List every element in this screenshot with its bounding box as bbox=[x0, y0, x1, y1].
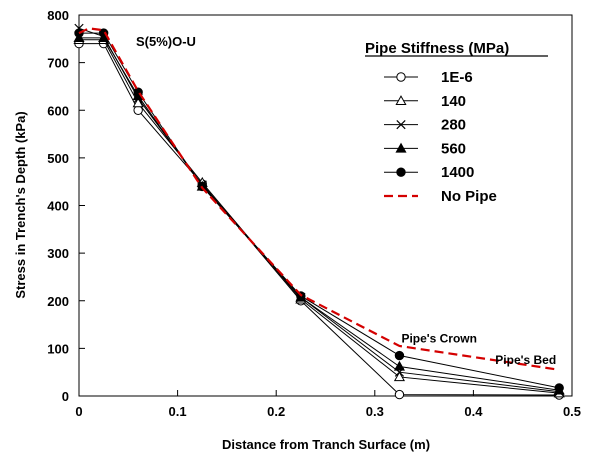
marker-stroke bbox=[396, 119, 406, 130]
annotation-label: Pipe's Crown bbox=[401, 331, 477, 345]
data-point bbox=[132, 97, 144, 108]
legend-label: 1E-6 bbox=[441, 69, 473, 86]
plot-area bbox=[78, 14, 573, 397]
data-point bbox=[394, 389, 405, 400]
series-layer bbox=[73, 23, 565, 400]
x-tick-label: 0 bbox=[75, 404, 82, 419]
plot-frame bbox=[78, 14, 573, 397]
annotation-label: Pipe's Bed bbox=[495, 353, 556, 367]
legend-swatch-marker bbox=[396, 72, 406, 82]
x-tick-label: 0.5 bbox=[563, 404, 581, 419]
legend-swatch-marker bbox=[396, 167, 406, 177]
series-line bbox=[78, 27, 560, 371]
x-tick-label: 0.3 bbox=[366, 404, 384, 419]
chart-note: S(5%)O-U bbox=[136, 34, 196, 49]
legend-item: 1400 bbox=[384, 164, 474, 181]
x-tick-label: 0.2 bbox=[267, 404, 285, 419]
y-tick-label: 600 bbox=[47, 103, 69, 118]
y-axis-ticks: 0 100 200 300 400 500 600 700 800 bbox=[47, 8, 85, 404]
annotations: Pipe's Crown Pipe's Bed bbox=[401, 331, 556, 366]
legend-swatch-marker bbox=[395, 95, 407, 105]
legend-item: No Pipe bbox=[384, 188, 497, 205]
series-no-pipe bbox=[78, 27, 560, 371]
y-tick-label: 400 bbox=[47, 199, 69, 214]
legend: Pipe Stiffness (MPa) 1E-6 140 280 560 1400 No… bbox=[365, 40, 548, 205]
x-tick-label: 0.1 bbox=[169, 404, 187, 419]
legend-swatch-marker bbox=[396, 119, 406, 130]
x-tick-label: 0.4 bbox=[464, 404, 483, 419]
y-tick-label: 200 bbox=[47, 294, 69, 309]
legend-item: 560 bbox=[384, 140, 466, 157]
y-tick-label: 700 bbox=[47, 56, 69, 71]
y-tick-label: 800 bbox=[47, 8, 69, 23]
legend-label: 140 bbox=[441, 93, 466, 110]
legend-title: Pipe Stiffness (MPa) bbox=[365, 40, 509, 57]
y-tick-label: 300 bbox=[47, 246, 69, 261]
x-axis-ticks: 0 0.1 0.2 0.3 0.4 0.5 bbox=[75, 390, 581, 419]
data-point bbox=[554, 383, 564, 393]
y-tick-label: 500 bbox=[47, 151, 69, 166]
data-point bbox=[393, 371, 406, 382]
x-axis-title: Distance from Tranch Surface (m) bbox=[222, 437, 430, 452]
legend-label: 560 bbox=[441, 140, 466, 157]
legend-item: 140 bbox=[384, 93, 466, 110]
legend-label: No Pipe bbox=[441, 188, 497, 205]
legend-label: 1400 bbox=[441, 164, 474, 181]
y-axis-title: Stress in Trench's Depth (kPa) bbox=[13, 111, 28, 298]
data-point bbox=[394, 350, 405, 361]
legend-swatch-marker bbox=[395, 142, 407, 153]
legend-item: 1E-6 bbox=[384, 69, 473, 86]
legend-item: 280 bbox=[384, 117, 466, 134]
y-tick-label: 100 bbox=[47, 341, 69, 356]
y-tick-label: 0 bbox=[62, 389, 69, 404]
data-point bbox=[393, 360, 406, 371]
legend-label: 280 bbox=[441, 117, 466, 134]
